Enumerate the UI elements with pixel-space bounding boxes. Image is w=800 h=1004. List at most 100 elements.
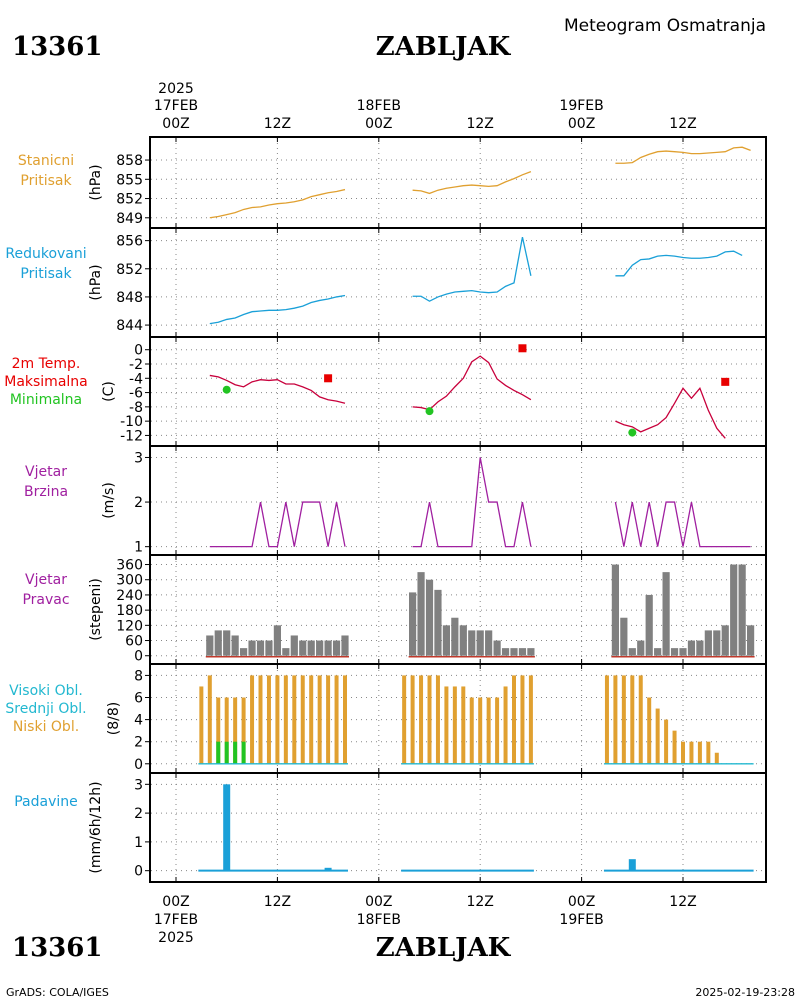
wind-direction-bar — [679, 648, 687, 656]
wind-direction-bar — [476, 630, 484, 656]
y-tick-label: 1 — [134, 835, 143, 851]
hour-label-bottom: 00Z — [568, 894, 595, 910]
y-tick-label: -10 — [120, 414, 143, 430]
panel-frame — [149, 336, 767, 447]
low-cloud-bar — [283, 675, 288, 764]
y-tick-label: 2 — [134, 806, 143, 822]
day-label-bottom: 19FEB — [559, 912, 603, 928]
y-tick-label: 300 — [116, 573, 143, 589]
hour-label-top: 00Z — [162, 116, 189, 132]
y-tick-label: 180 — [116, 603, 143, 619]
wind-direction-bar — [485, 630, 493, 656]
y-tick-label: 0 — [134, 343, 143, 359]
low-cloud-bar — [326, 675, 331, 764]
subtitle: Meteogram Osmatranja — [564, 16, 766, 36]
y-tick-label: 240 — [116, 588, 143, 604]
wind-direction-bar — [459, 625, 467, 656]
panel-2: 844 848 852 856 Redukovani Pritisak (hPa) — [5, 227, 767, 338]
series-line — [412, 170, 532, 195]
low-cloud-bar — [647, 697, 652, 764]
low-cloud-bar — [199, 686, 204, 764]
station-id-top: 13361 — [12, 32, 102, 62]
panel-6: 0 2 4 6 8 Visoki Obl. Srednji Obl. Niski Obl. (8… — [5, 663, 767, 774]
hour-label-bottom: 12Z — [466, 894, 493, 910]
wind-direction-bar — [713, 630, 721, 656]
wind-direction-bar — [307, 640, 315, 656]
wind-direction-bar — [324, 640, 332, 656]
panel-label: Vjetar — [25, 464, 67, 480]
y-axis-label: (mm/6h/12h) — [88, 781, 104, 873]
series-line — [412, 457, 532, 548]
low-cloud-bar — [266, 675, 271, 764]
precip-bar — [628, 859, 636, 871]
low-cloud-bar — [672, 730, 677, 764]
y-tick-label: 2 — [134, 735, 143, 751]
low-cloud-bar — [309, 675, 314, 764]
y-tick-label: 120 — [116, 618, 143, 634]
low-cloud-bar — [435, 675, 440, 764]
panel-label: Brzina — [24, 484, 68, 500]
low-cloud-bar — [444, 686, 449, 764]
low-cloud-bar — [317, 675, 322, 764]
low-cloud-bar — [207, 675, 212, 764]
low-cloud-bar — [258, 675, 263, 764]
low-cloud-bar — [241, 697, 246, 764]
y-axis-label: (C) — [101, 381, 117, 402]
wind-direction-bar — [670, 648, 679, 656]
low-cloud-bar — [621, 675, 626, 764]
min-temp-marker — [222, 385, 231, 394]
wind-direction-bar — [501, 648, 510, 656]
time-axis-top: 17FEB 18FEB 19FEB 00Z 12Z 00Z 12Z 00Z 12Z — [154, 98, 697, 132]
y-axis-label: (hPa) — [88, 164, 104, 200]
wind-direction-bar — [231, 635, 239, 656]
low-cloud-bar — [528, 675, 533, 764]
time-axis-bottom: 17FEB 18FEB 19FEB 00Z 12Z 00Z 12Z 00Z 12Z — [154, 894, 697, 928]
panel-label: Niski Obl. — [13, 719, 79, 735]
wind-direction-bar — [256, 640, 265, 656]
low-cloud-bar — [681, 741, 685, 764]
low-cloud-bar — [461, 686, 466, 764]
wind-direction-bar — [214, 630, 222, 656]
wind-direction-bar — [645, 594, 653, 656]
min-temp-marker — [425, 407, 434, 416]
low-cloud-bar — [512, 675, 516, 764]
y-tick-label: 852 — [116, 262, 143, 278]
wind-direction-bar — [662, 572, 670, 656]
y-tick-label: 848 — [116, 290, 143, 306]
panel-label: Vjetar — [25, 572, 67, 588]
wind-direction-bar — [316, 640, 324, 656]
y-tick-label: 3 — [134, 450, 143, 466]
y-tick-label: 3 — [134, 777, 143, 793]
wind-direction-bar — [620, 617, 628, 656]
day-label-top: 18FEB — [357, 98, 401, 114]
wind-direction-bar — [290, 635, 298, 656]
wind-direction-bar — [409, 592, 417, 656]
series-line — [209, 188, 346, 219]
series-line — [209, 294, 346, 325]
day-label-bottom: 18FEB — [357, 912, 401, 928]
series-line — [615, 250, 743, 277]
panel-label: Visoki Obl. — [9, 683, 83, 699]
y-tick-label: 855 — [116, 172, 143, 188]
y-tick-label: -6 — [129, 386, 143, 402]
low-cloud-bar — [689, 741, 694, 764]
low-cloud-bar — [334, 675, 339, 764]
panel-7: 0 1 2 3 Padavine (mm/6h/12h) — [14, 772, 767, 883]
y-tick-label: 0 — [134, 649, 143, 665]
wind-direction-bar — [341, 635, 349, 656]
panel-label: Pravac — [22, 592, 69, 608]
low-cloud-bar — [233, 697, 238, 764]
wind-direction-bar — [527, 648, 535, 656]
precip-bar — [324, 867, 332, 871]
low-cloud-bar — [495, 697, 500, 764]
panel-label: Padavine — [14, 794, 78, 810]
y-tick-label: -12 — [120, 428, 143, 444]
wind-direction-bar — [510, 648, 518, 656]
low-cloud-bar — [604, 675, 609, 764]
precip-bar — [223, 784, 231, 871]
panel-label: 2m Temp. — [12, 356, 81, 372]
day-label-bottom: 17FEB — [154, 912, 198, 928]
low-cloud-bar — [250, 675, 255, 764]
